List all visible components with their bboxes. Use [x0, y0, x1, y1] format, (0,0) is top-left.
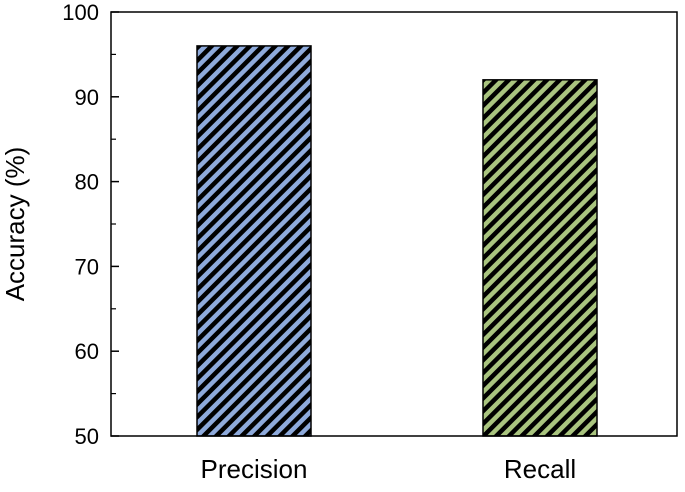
plot-frame: [110, 11, 678, 437]
bar-recall: [482, 79, 598, 437]
y-tick-label-100: 100: [62, 0, 99, 25]
y-tick-label-90: 90: [75, 85, 99, 110]
bar-precision: [196, 45, 312, 437]
x-axis-labels: Precision Recall: [201, 454, 577, 484]
y-tick-label-60: 60: [75, 339, 99, 364]
y-tick-label-70: 70: [75, 254, 99, 279]
x-tick-label-recall: Recall: [504, 454, 576, 484]
y-axis-ticks: 50 60 70 80 90 100: [62, 0, 119, 449]
x-tick-label-precision: Precision: [201, 454, 308, 484]
bars-group: [196, 45, 598, 437]
y-tick-label-80: 80: [75, 170, 99, 195]
y-axis-title: Accuracy (%): [0, 147, 30, 302]
y-tick-label-50: 50: [75, 424, 99, 449]
